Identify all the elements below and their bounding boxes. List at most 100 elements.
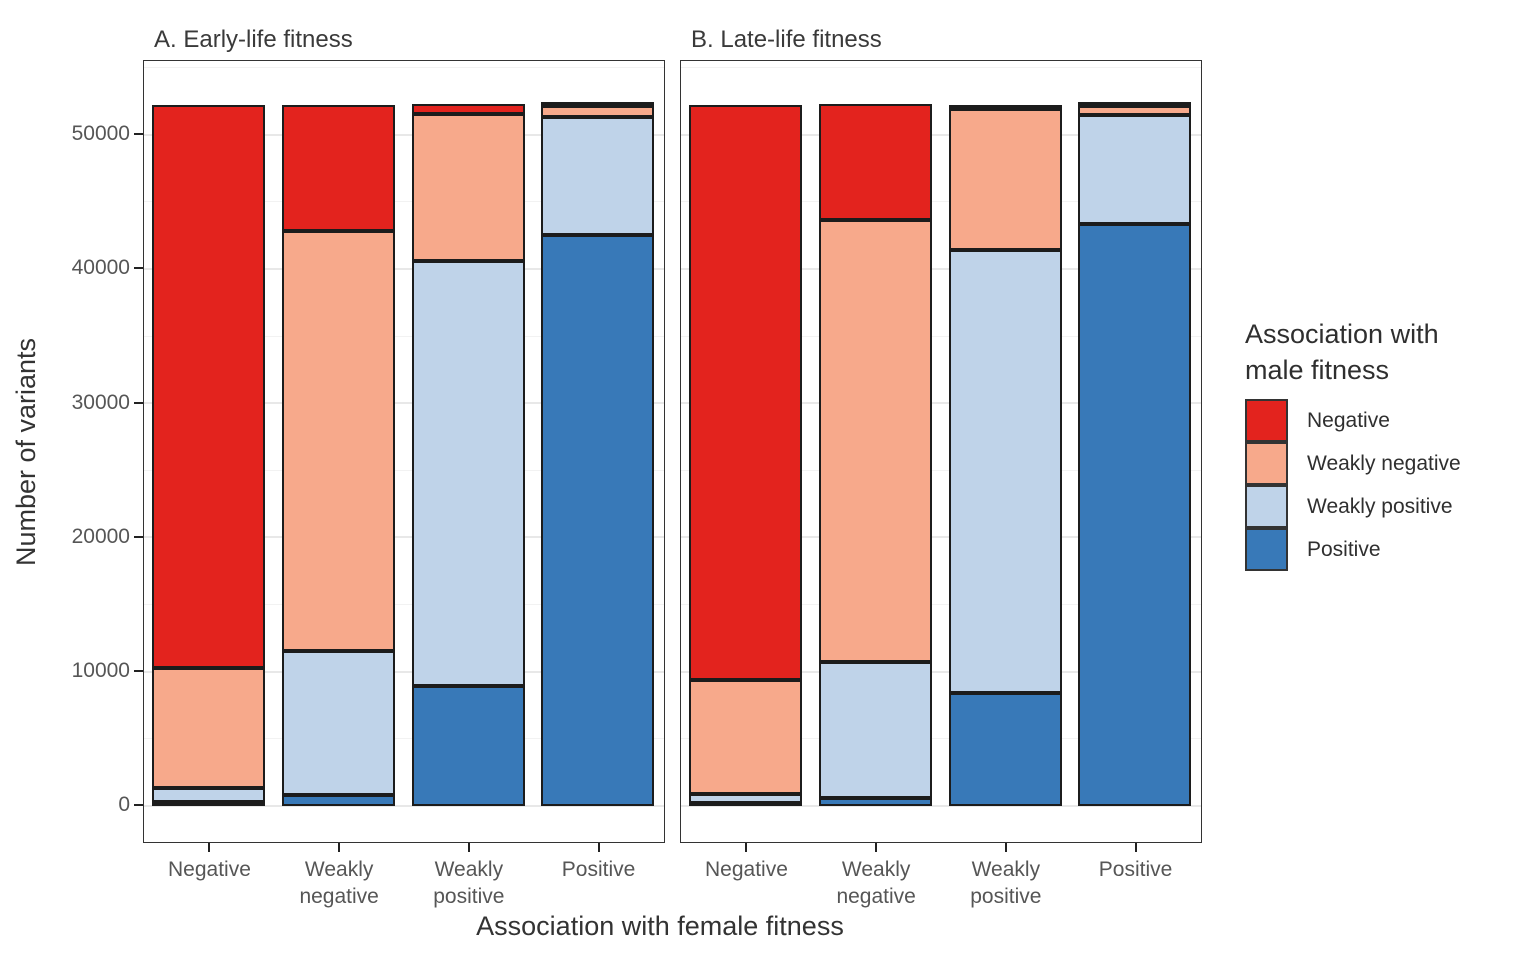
panel-title: A. Early-life fitness [154,26,353,53]
y-tick-label: 20000 [71,524,130,548]
x-tick [208,843,211,852]
x-tick [1134,843,1137,852]
gridline-minor [681,335,1201,337]
y-tick-label: 10000 [71,658,130,682]
x-tick-label: Positive [524,856,674,883]
x-tick-label-line: positive [970,885,1042,908]
x-tick-label: Weakly negative [801,856,951,910]
gridline-minor [681,738,1201,740]
bar-segment [819,797,933,806]
y-tick [134,804,143,807]
bar-segment [411,104,525,114]
gridline-major [144,267,664,270]
x-tick [597,843,600,852]
gridline-minor [681,67,1201,69]
legend-swatch [1245,399,1288,442]
gridline-major [144,670,664,673]
legend-item: Weakly positive [1245,485,1525,528]
x-tick-label-line: negative [836,885,916,908]
gridline-major [144,402,664,405]
x-tick-label: Positive [1061,856,1211,883]
bar-segment [541,116,655,236]
bar-segment [689,679,803,794]
legend-label: Weakly positive [1307,494,1453,518]
bar-segment [282,651,396,796]
x-tick-label-line: Weakly [971,858,1041,881]
bar-segment [1078,223,1192,806]
bar-segment [948,250,1062,694]
x-tick [1004,843,1007,852]
panel-title: B. Late-life fitness [691,26,882,53]
bar-segment [948,693,1062,806]
gridline-major [681,133,1201,136]
plot-panel-b [680,60,1202,843]
legend-swatch [1245,442,1288,485]
bar-segment [1078,114,1192,224]
legend-label: Negative [1307,408,1390,432]
bar-segment [541,105,655,117]
x-tick-label-line: positive [433,885,505,908]
x-tick-label-line: Weakly [434,858,504,881]
x-tick-label-line: Negative [704,858,788,881]
gridline-major [144,536,664,539]
gridline-major [681,670,1201,673]
bar-segment [948,104,1062,109]
y-tick-label: 50000 [71,122,130,146]
bar-segment [282,231,396,652]
legend-swatch [1245,528,1288,571]
gridline-major [144,804,664,807]
x-tick-label-line: negative [299,885,379,908]
y-axis-title: Number of variants [11,337,41,567]
bar-segment [282,795,396,806]
y-tick-label: 0 [118,793,130,817]
y-tick [134,133,143,136]
x-tick [338,843,341,852]
gridline-minor [144,603,664,605]
legend-swatch [1245,485,1288,528]
gridline-minor [681,469,1201,471]
gridline-major [144,133,664,136]
x-tick [875,843,878,852]
x-tick-label-line: Positive [561,858,636,881]
gridline-major [681,804,1201,807]
bar-segment [152,788,266,802]
legend: Association with male fitness Negative We… [1245,316,1525,571]
gridline-minor [144,201,664,203]
bar-segment [152,104,266,668]
legend-item: Positive [1245,528,1525,571]
x-tick-label-line: Negative [167,858,251,881]
bar-segment [541,101,655,106]
y-tick [134,535,143,538]
bar-segment [1078,101,1192,106]
x-tick [745,843,748,852]
bar-segment [819,104,933,220]
x-tick-label: Negative [671,856,821,883]
x-axis-title: Association with female fitness [476,911,844,941]
legend-label: Weakly negative [1307,451,1461,475]
gridline-major [681,536,1201,539]
x-tick-label-line: Positive [1098,858,1173,881]
x-tick-label: Weakly positive [931,856,1081,910]
y-tick [134,669,143,672]
gridline-minor [681,201,1201,203]
x-tick-label: Weakly negative [264,856,414,910]
gridline-minor [144,67,664,69]
legend-item: Weakly negative [1245,442,1525,485]
bar-segment [411,686,525,806]
gridline-minor [144,738,664,740]
gridline-minor [681,603,1201,605]
bar-segment [1078,105,1192,115]
bar-segment [819,662,933,798]
legend-items: Negative Weakly negative Weakly positive Po… [1245,399,1525,571]
x-tick-label-line: Weakly [304,858,374,881]
y-tick-label: 30000 [71,390,130,414]
y-tick [134,267,143,270]
bar-segment [152,667,266,789]
bar-segment [152,801,266,806]
x-tick-label: Weakly positive [394,856,544,910]
bar-segment [282,104,396,232]
legend-label: Positive [1307,537,1381,561]
gridline-minor [144,469,664,471]
x-tick [467,843,470,852]
